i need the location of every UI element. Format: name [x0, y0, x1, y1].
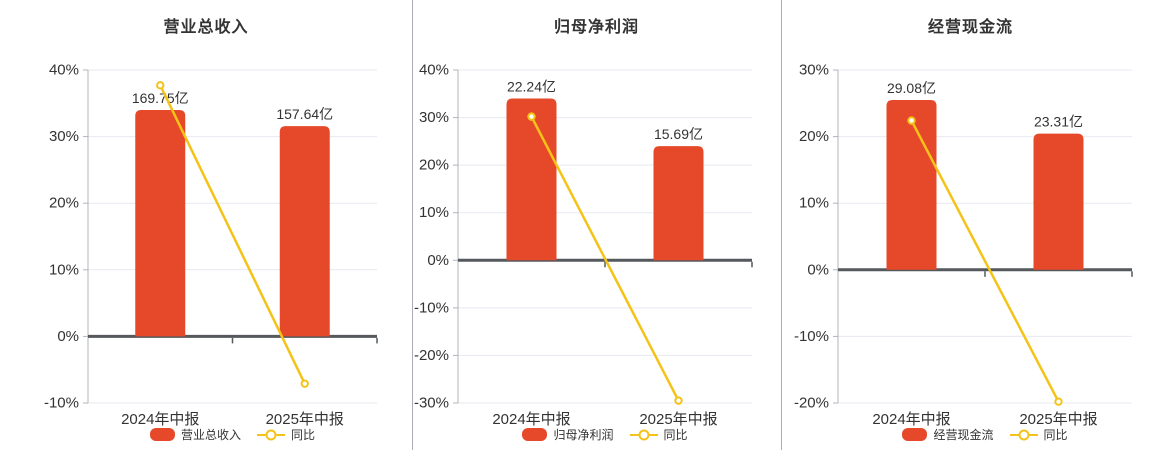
- yoy-line: [530, 116, 680, 402]
- bar-2025年中报[interactable]: [653, 146, 704, 261]
- bar-value-label: 169.75亿: [132, 90, 189, 106]
- y-axis-label: 30%: [49, 128, 79, 145]
- bar-2024年中报[interactable]: [506, 98, 557, 261]
- chart-panel-revenue: 40% 30% 20% 10% 0% -10% 169.75亿 2024年中报 157.64亿 2…: [0, 0, 412, 450]
- bar-2025年中报[interactable]: [1033, 133, 1084, 270]
- legend-label: 归母净利润: [553, 428, 614, 442]
- y-axis-label: 40%: [419, 62, 449, 79]
- line-marker-icon: [257, 429, 285, 440]
- bar-2024年中报[interactable]: [135, 109, 186, 337]
- x-axis-label: 2025年中报: [266, 411, 344, 428]
- cash-flow-chart-plot: 30% 20% 10% 0% -10% -20% 29.08亿 2024年中报 23.31亿 20…: [794, 62, 1133, 428]
- x-axis-label: 2024年中报: [492, 411, 570, 428]
- line-marker-icon: [629, 429, 658, 440]
- y-axis-label: 30%: [419, 109, 449, 126]
- legend-item-bar-series[interactable]: 营业总收入: [149, 426, 241, 443]
- legend-item-line-series[interactable]: 同比: [629, 426, 688, 443]
- y-axis-label: 0%: [57, 328, 79, 345]
- bar-value-label: 15.69亿: [654, 126, 703, 142]
- y-axis-label: -10%: [414, 299, 449, 316]
- legend-item-bar-series[interactable]: 归母净利润: [522, 426, 614, 443]
- y-axis-label: 0%: [807, 261, 829, 278]
- line-marker-2024年中报[interactable]: [527, 112, 536, 121]
- legend-item-bar-series[interactable]: 经营现金流: [902, 426, 994, 443]
- y-axis-label: 20%: [419, 157, 449, 174]
- legend-item-line-series[interactable]: 同比: [1009, 426, 1068, 443]
- net-profit-chart-plot: 40% 30% 20% 10% 0% -10% -20% -30% 22.24亿 2024年中报 1…: [414, 62, 753, 428]
- panel-separator: [781, 0, 782, 450]
- line-marker-icon: [1009, 429, 1038, 440]
- bar-value-label: 22.24亿: [507, 79, 556, 95]
- x-axis-label: 2024年中报: [121, 411, 199, 428]
- chart-title-cash-flow: 经营现金流: [927, 19, 1013, 36]
- bar-2024年中报[interactable]: [886, 99, 937, 270]
- chart-title-net-profit: 归母净利润: [553, 19, 639, 36]
- yoy-line: [159, 84, 306, 385]
- y-axis-label: 40%: [49, 62, 79, 79]
- y-axis-label: -10%: [794, 328, 829, 345]
- bar-series-swatch: [902, 428, 928, 441]
- bar-value-label: 29.08亿: [887, 80, 936, 96]
- y-axis-label: -10%: [44, 395, 79, 412]
- legend-label: 同比: [1043, 428, 1068, 442]
- chart-panel-net-profit: 40% 30% 20% 10% 0% -10% -20% -30% 22.24亿 2024年中报 1…: [412, 0, 781, 450]
- chart-legend: 营业总收入 同比: [88, 426, 377, 443]
- yoy-line: [910, 120, 1060, 403]
- bar-value-label: 23.31亿: [1034, 114, 1083, 130]
- y-axis-label: -20%: [414, 347, 449, 364]
- chart-legend: 归母净利润 同比: [458, 426, 752, 443]
- legend-item-line-series[interactable]: 同比: [257, 426, 315, 443]
- x-axis-label: 2024年中报: [872, 411, 950, 428]
- x-axis-label: 2025年中报: [1019, 411, 1097, 428]
- y-axis-label: -30%: [414, 395, 449, 412]
- panel-separator: [412, 0, 413, 450]
- line-marker-2024年中报[interactable]: [156, 81, 165, 90]
- y-axis-label: 20%: [49, 195, 79, 212]
- line-marker-2025年中报[interactable]: [674, 396, 683, 405]
- chart-legend: 经营现金流 同比: [838, 426, 1132, 443]
- y-axis-label: -20%: [794, 395, 829, 412]
- legend-label: 同比: [291, 428, 316, 442]
- bar-value-label: 157.64亿: [276, 106, 333, 122]
- bar-2025年中报[interactable]: [279, 126, 330, 337]
- revenue-chart-plot: 40% 30% 20% 10% 0% -10% 169.75亿 2024年中报 157.64亿 2…: [44, 62, 378, 428]
- bar-series-swatch: [522, 428, 548, 441]
- y-axis-label: 30%: [799, 62, 829, 79]
- chart-panel-cash-flow: 30% 20% 10% 0% -10% -20% 29.08亿 2024年中报 23.31亿 20…: [781, 0, 1160, 450]
- legend-label: 同比: [663, 428, 688, 442]
- y-axis-label: 10%: [49, 261, 79, 278]
- bar-series-swatch: [149, 428, 175, 441]
- y-axis-label: 10%: [799, 195, 829, 212]
- line-marker-2024年中报[interactable]: [907, 116, 916, 125]
- y-axis-label: 20%: [799, 128, 829, 145]
- x-axis-label: 2025年中报: [639, 411, 717, 428]
- y-axis-label: 0%: [427, 252, 449, 269]
- chart-title-revenue: 营业总收入: [163, 19, 249, 36]
- legend-label: 经营现金流: [933, 428, 994, 442]
- legend-label: 营业总收入: [180, 428, 241, 442]
- y-axis-label: 10%: [419, 204, 449, 221]
- line-marker-2025年中报[interactable]: [300, 379, 309, 388]
- line-marker-2025年中报[interactable]: [1054, 397, 1063, 406]
